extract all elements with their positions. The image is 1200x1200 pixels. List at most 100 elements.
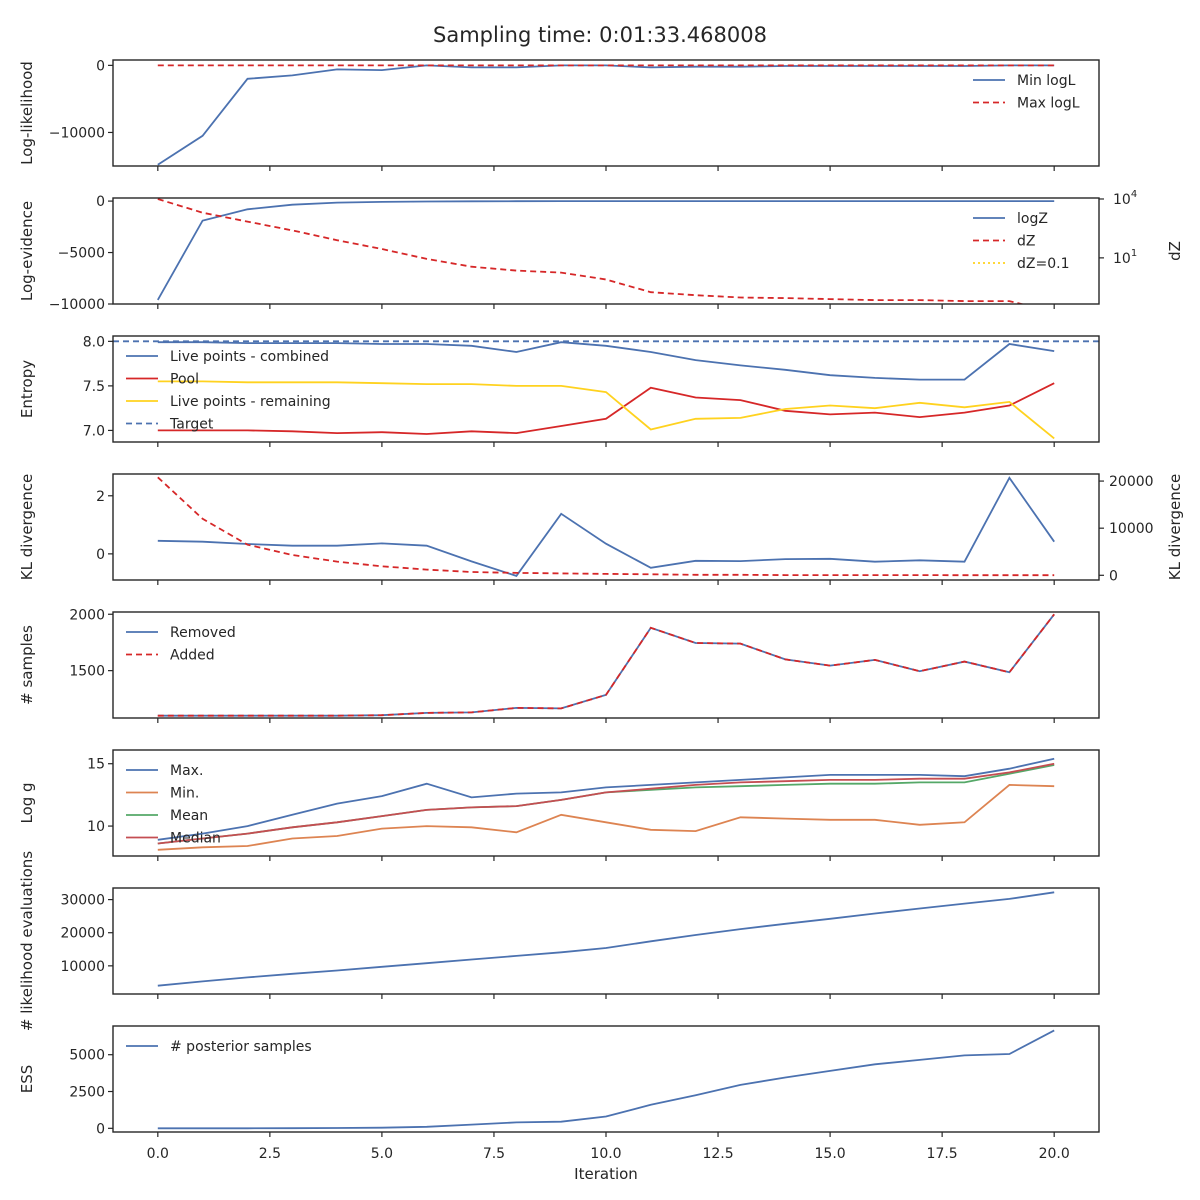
likeevals-series-0 [157,891,1055,987]
loglik-series-0 [157,64,1055,166]
logg-series-2 [157,764,1055,845]
kl-y2tick-label: 0 [1109,568,1118,584]
entropy-lines [113,340,1099,440]
logg-ytick-label: 10 [87,819,105,835]
logz-series-0 [157,200,1055,301]
panel-ess: 5000 2500 0 ESS 0.0 2.5 5.0 7.5 10.0 12.5 15.0 17.5… [18,1025,1100,1183]
xlabel: Iteration [574,1165,638,1183]
kl-y2tick-label: 10000 [1109,521,1154,537]
logg-series-3 [157,762,1055,845]
logz-legend-label: logZ [1017,211,1048,227]
loglik-ylabel: Log-likelihood [18,61,36,165]
logg-legend-label: Median [170,831,221,847]
xtick-label: 5.0 [371,1146,393,1162]
entropy-legend-label: Target [169,417,214,433]
entropy-ytick-label: 7.0 [83,423,105,439]
kl-frame [112,473,1100,581]
logz-legend-label: dZ=0.1 [1017,256,1069,272]
kl-series-1 [157,476,1055,577]
samples-legend: Removed Added [126,625,236,664]
entropy-legend: Live points - combined Pool Live points - … [126,349,331,433]
ess-lines [157,1029,1055,1130]
logz-lines [157,198,1055,304]
entropy-legend-label: Pool [170,372,199,388]
likeevals-ylabel: # likelihood evaluations [18,851,36,1031]
xtick-label: 7.5 [483,1146,505,1162]
logg-frame [112,749,1100,857]
logz-legend: logZ dZ dZ=0.1 [973,211,1069,272]
ess-ylabel: ESS [18,1065,36,1094]
samples-ytick-label: 2000 [69,607,105,623]
logg-ylabel: Log g [18,782,36,823]
loglik-frame [112,59,1100,167]
logz-ylabel: Log-evidence [18,201,36,301]
ess-ytick-label: 0 [96,1121,105,1137]
xtick-label: 15.0 [815,1146,846,1162]
xtick-label: 20.0 [1039,1146,1070,1162]
logg-series-1 [157,783,1055,851]
loglik-legend: Min logL Max logL [973,73,1080,112]
kl-y2tick-label: 20000 [1109,474,1154,490]
ess-legend: # posterior samples [126,1039,312,1055]
logz-ytick-label: −10000 [49,297,105,313]
ess-ytick-label: 5000 [69,1048,105,1064]
logz-ytick-label: −5000 [58,246,105,262]
samples-series-0 [157,613,1055,717]
xtick-label: 0.0 [147,1146,169,1162]
entropy-series-2 [157,380,1055,440]
xtick-label: 12.5 [702,1146,733,1162]
entropy-legend-label: Live points - combined [170,349,329,365]
xtick-label: 2.5 [259,1146,281,1162]
logz-ytick-label: 0 [96,194,105,210]
entropy-ytick-label: 8.0 [83,334,105,350]
kl-y2label: KL divergence [1166,474,1184,580]
kl-ytick-label: 0 [96,547,105,563]
logz-frame [112,197,1100,305]
logg-legend: Max. Min. Mean Median [126,763,221,847]
xtick-label: 17.5 [927,1146,958,1162]
loglik-lines [157,64,1055,166]
samples-legend-label: Removed [170,625,236,641]
samples-ytick-label: 1500 [69,664,105,680]
samples-ylabel: # samples [18,625,36,705]
panel-samples: 2000 1500 # samples Removed Added [18,607,1100,723]
logg-ytick-label: 15 [87,757,105,773]
ess-ytick-label: 2500 [69,1085,105,1101]
logg-lines [157,757,1055,851]
panel-entropy: 8.0 7.5 7.0 Entropy Live points - combined Po… [18,334,1100,447]
entropy-series-0 [157,341,1055,381]
loglik-ytick-label: −10000 [49,125,105,141]
panel-loglik: 0 −10000 Log-likelihood Min logL Max logL [18,58,1100,171]
panel-logg: 15 10 Log g Max. Min. Mean Median [18,749,1100,861]
kl-ytick-label: 2 [96,489,105,505]
samples-series-1 [157,613,1055,717]
entropy-series-1 [157,382,1055,435]
samples-legend-label: Added [170,648,215,664]
loglik-ytick-label: 0 [96,58,105,74]
entropy-legend-label: Live points - remaining [170,394,331,410]
logz-y2tick-label: 101 [1113,248,1137,267]
likeevals-frame [112,887,1100,995]
kl-ylabel: KL divergence [18,474,36,580]
entropy-ytick-label: 7.5 [83,379,105,395]
entropy-ylabel: Entropy [18,360,36,418]
ess-legend-label: # posterior samples [170,1039,312,1055]
likeevals-ytick-label: 10000 [60,959,105,975]
likeevals-ytick-label: 20000 [60,926,105,942]
logz-y2label: dZ [1166,241,1184,261]
logg-legend-label: Max. [170,763,203,779]
logg-legend-label: Min. [170,786,199,802]
panels: 0 −10000 Log-likelihood Min logL Max logL 0 −5… [18,58,1184,1183]
kl-series-0 [157,476,1055,577]
logg-series-0 [157,757,1055,841]
likeevals-ytick-label: 30000 [60,893,105,909]
loglik-legend-label: Min logL [1017,73,1076,89]
loglik-legend-label: Max logL [1017,96,1080,112]
logz-legend-label: dZ [1017,234,1035,250]
ess-series-0 [157,1029,1055,1130]
likeevals-lines [157,891,1055,987]
figure-title: Sampling time: 0:01:33.468008 [433,23,767,47]
logz-y2tick-label: 104 [1113,189,1137,208]
samples-lines [157,613,1055,717]
